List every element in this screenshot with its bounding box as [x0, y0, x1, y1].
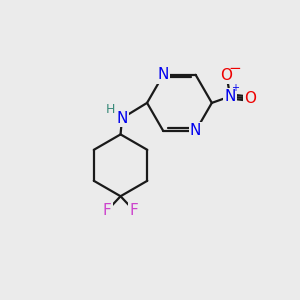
Text: N: N: [224, 89, 236, 104]
Text: −: −: [228, 61, 241, 76]
Text: O: O: [220, 68, 232, 83]
Text: N: N: [190, 123, 201, 138]
Text: F: F: [129, 203, 138, 218]
Text: F: F: [103, 203, 112, 218]
Text: O: O: [244, 91, 256, 106]
Text: H: H: [106, 103, 116, 116]
Text: N: N: [158, 67, 169, 82]
Text: N: N: [116, 111, 128, 126]
Text: +: +: [231, 83, 239, 93]
